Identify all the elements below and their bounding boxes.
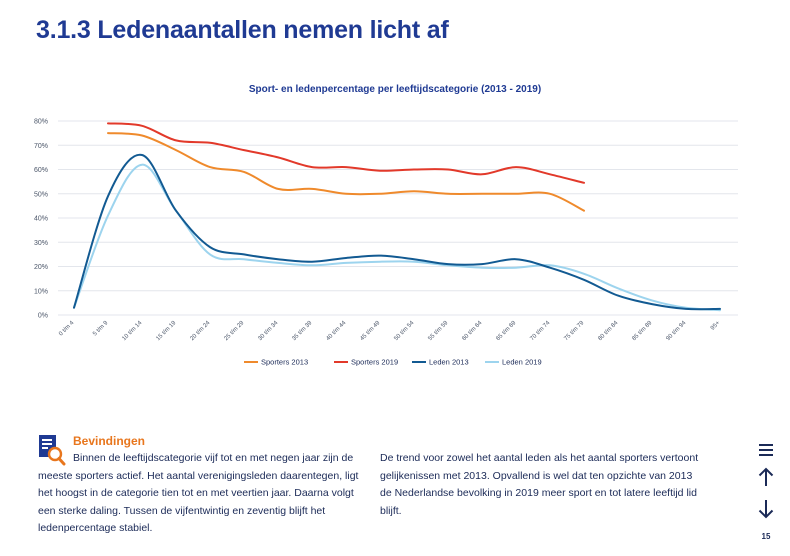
x-tick-label: 0 t/m 4 [58, 320, 76, 338]
page-number: 15 [761, 532, 771, 541]
page-up-button[interactable] [754, 465, 778, 489]
page-title: 3.1.3 Ledenaantallen nemen licht af [36, 16, 449, 44]
y-tick-label: 30% [34, 240, 48, 247]
y-tick-label: 20% [34, 264, 48, 271]
y-tick-label: 0% [38, 313, 48, 320]
menu-button[interactable] [754, 438, 778, 462]
chart-grid [58, 120, 738, 316]
y-axis: 0% 10% 20% 30% 40% 50% 60% 70% 80% [34, 119, 48, 320]
x-tick-label: 65 t/m 69 [495, 320, 517, 342]
y-tick-label: 80% [34, 119, 48, 126]
findings-text-left: Binnen de leeftijdscategorie vijf tot en… [38, 452, 359, 534]
x-tick-label: 80 t/m 84 [597, 320, 619, 342]
chart-legend: Sporters 2013 Sporters 2019 Leden 2013 Lede… [244, 358, 542, 367]
legend-label: Sporters 2019 [351, 358, 398, 367]
arrow-up-icon [758, 467, 774, 486]
findings-heading: Bevindingen [73, 434, 146, 448]
y-tick-label: 40% [34, 216, 48, 223]
legend-label: Sporters 2013 [261, 358, 308, 367]
x-tick-label: 40 t/m 44 [325, 320, 347, 342]
x-axis: 0 t/m 4 5 t/m 9 10 t/m 14 15 t/m 19 20 t/m 2… [58, 320, 722, 342]
series-line-sporters-2019 [107, 122, 585, 184]
x-tick-label: 50 t/m 54 [393, 320, 415, 342]
findings-text-right: De trend voor zowel het aantal leden als… [380, 452, 699, 517]
arrow-down-icon [758, 500, 774, 519]
document-magnifier-icon [39, 435, 66, 466]
y-tick-label: 10% [34, 288, 48, 295]
x-tick-label: 35 t/m 39 [291, 320, 313, 342]
y-tick-label: 50% [34, 191, 48, 198]
series-line-leden-2019 [73, 163, 721, 312]
x-tick-label: 15 t/m 19 [155, 320, 177, 342]
legend-label: Leden 2013 [429, 358, 469, 367]
series-line-sporters-2013 [107, 132, 585, 212]
x-tick-label: 25 t/m 29 [223, 320, 245, 342]
chart-title: Sport- en ledenpercentage per leeftijdsc… [248, 84, 542, 95]
x-tick-label: 90 t/m 94 [665, 320, 687, 342]
x-tick-label: 60 t/m 64 [461, 320, 483, 342]
x-tick-label: 95+ [710, 320, 722, 332]
x-tick-label: 10 t/m 14 [121, 320, 143, 342]
x-tick-label: 30 t/m 34 [257, 320, 279, 342]
x-tick-label: 85 t/m 89 [631, 320, 653, 342]
page-down-button[interactable] [754, 497, 778, 521]
series-line-leden-2013 [73, 153, 721, 311]
x-tick-label: 75 t/m 79 [563, 320, 585, 342]
x-tick-label: 70 t/m 74 [529, 320, 551, 342]
y-tick-label: 60% [34, 167, 48, 174]
chart-series [73, 122, 721, 312]
y-tick-label: 70% [34, 143, 48, 150]
legend-label: Leden 2019 [502, 358, 542, 367]
x-tick-label: 20 t/m 24 [189, 320, 211, 342]
x-tick-label: 45 t/m 49 [359, 320, 381, 342]
x-tick-label: 5 t/m 9 [92, 320, 110, 338]
x-tick-label: 55 t/m 59 [427, 320, 449, 342]
menu-icon [759, 444, 773, 456]
line-chart: 0% 10% 20% 30% 40% 50% 60% 70% 80% 0 t/m 4 5 t/m … [34, 119, 738, 367]
